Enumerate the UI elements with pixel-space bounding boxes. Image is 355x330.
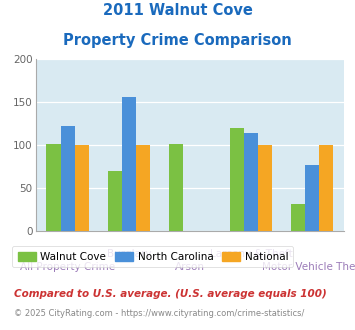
Text: Arson: Arson xyxy=(175,262,205,272)
Text: Motor Vehicle Theft: Motor Vehicle Theft xyxy=(262,262,355,272)
Text: 2011 Walnut Cove: 2011 Walnut Cove xyxy=(103,3,252,18)
Text: Property Crime Comparison: Property Crime Comparison xyxy=(63,33,292,48)
Legend: Walnut Cove, North Carolina, National: Walnut Cove, North Carolina, National xyxy=(12,247,293,267)
Text: Compared to U.S. average. (U.S. average equals 100): Compared to U.S. average. (U.S. average … xyxy=(14,289,327,299)
Bar xyxy=(230,128,244,231)
Bar xyxy=(47,144,61,231)
Bar xyxy=(291,204,305,231)
Bar xyxy=(244,133,258,231)
Bar xyxy=(319,145,333,231)
Bar xyxy=(169,144,183,231)
Text: Burglary: Burglary xyxy=(106,249,151,259)
Bar xyxy=(305,165,319,231)
Text: © 2025 CityRating.com - https://www.cityrating.com/crime-statistics/: © 2025 CityRating.com - https://www.city… xyxy=(14,309,305,317)
Bar xyxy=(61,126,75,231)
Text: Larceny & Theft: Larceny & Theft xyxy=(210,249,293,259)
Bar xyxy=(75,145,89,231)
Bar xyxy=(136,145,150,231)
Bar xyxy=(122,97,136,231)
Text: All Property Crime: All Property Crime xyxy=(20,262,115,272)
Bar xyxy=(108,171,122,231)
Bar xyxy=(258,145,272,231)
